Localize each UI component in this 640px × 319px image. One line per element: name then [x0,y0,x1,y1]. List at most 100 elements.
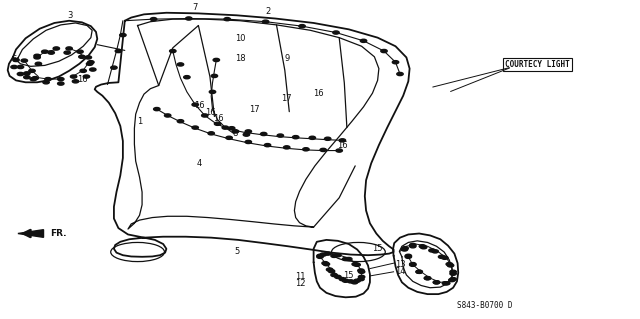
Circle shape [358,278,364,281]
Circle shape [154,108,160,111]
Circle shape [410,263,416,266]
Circle shape [66,47,72,50]
Text: 13: 13 [395,260,405,269]
Circle shape [226,136,232,139]
Circle shape [53,47,60,50]
Circle shape [17,65,24,69]
Text: COURTECY LIGHT: COURTECY LIGHT [505,60,570,69]
Circle shape [324,137,331,140]
Text: 9: 9 [284,54,289,63]
Circle shape [410,245,416,248]
Circle shape [83,75,90,78]
Circle shape [424,277,431,280]
Circle shape [405,255,412,258]
Circle shape [42,50,48,53]
Text: 16: 16 [205,108,215,117]
Circle shape [339,139,346,142]
Circle shape [192,126,198,129]
Circle shape [170,49,176,53]
Circle shape [245,140,252,144]
Circle shape [214,122,221,125]
Circle shape [360,39,367,42]
Circle shape [342,279,349,282]
Circle shape [320,253,326,256]
Circle shape [397,72,403,76]
Circle shape [17,72,24,76]
Circle shape [381,49,387,53]
Polygon shape [18,230,44,237]
Text: 12: 12 [296,279,306,288]
Text: 16: 16 [77,75,87,84]
Circle shape [324,252,331,255]
Circle shape [85,56,92,59]
Circle shape [64,51,70,54]
Text: 5: 5 [234,247,239,256]
Circle shape [392,61,399,64]
Circle shape [432,250,438,253]
Circle shape [79,55,85,58]
Text: 8: 8 [233,129,238,138]
Circle shape [11,65,17,69]
Circle shape [245,130,252,133]
Text: S843-B0700 D: S843-B0700 D [458,301,513,310]
Circle shape [30,78,36,81]
Text: 4: 4 [197,159,202,168]
Circle shape [335,254,341,257]
Circle shape [264,144,271,147]
Circle shape [309,136,316,139]
Circle shape [335,275,341,278]
Circle shape [222,126,228,129]
Circle shape [77,50,83,53]
Circle shape [277,134,284,137]
Text: 1: 1 [137,117,142,126]
Circle shape [34,56,40,59]
Circle shape [164,114,171,117]
Circle shape [177,63,184,66]
Circle shape [444,282,450,285]
Circle shape [402,247,408,250]
Circle shape [224,18,230,21]
Text: 2: 2 [265,7,270,16]
Circle shape [438,255,445,258]
Circle shape [410,243,416,247]
Circle shape [192,103,198,106]
Text: 11: 11 [296,272,306,281]
Circle shape [323,263,330,266]
Circle shape [410,263,416,266]
Circle shape [284,146,290,149]
Text: FR.: FR. [50,229,67,238]
Circle shape [328,270,335,273]
Circle shape [228,127,235,130]
Circle shape [13,58,19,62]
Circle shape [358,269,364,272]
Circle shape [303,148,309,151]
Text: 16: 16 [337,141,348,150]
Circle shape [88,61,94,64]
Circle shape [354,279,360,282]
Circle shape [419,245,426,248]
Circle shape [48,51,54,54]
Circle shape [405,254,412,257]
Circle shape [331,273,337,277]
Circle shape [446,263,452,266]
Circle shape [45,78,51,81]
Circle shape [317,255,323,258]
Circle shape [450,270,456,273]
Text: 14: 14 [395,267,405,276]
Circle shape [336,149,342,152]
Circle shape [213,58,220,62]
Circle shape [447,264,454,267]
Circle shape [433,281,440,284]
Circle shape [111,66,117,69]
Circle shape [243,133,250,136]
Circle shape [177,120,184,123]
Circle shape [232,130,239,133]
Circle shape [202,114,208,117]
Circle shape [317,254,323,257]
Circle shape [72,80,79,83]
Text: 17: 17 [282,94,292,103]
Circle shape [299,25,305,28]
Circle shape [333,31,339,34]
Circle shape [208,132,214,135]
Circle shape [43,81,49,84]
